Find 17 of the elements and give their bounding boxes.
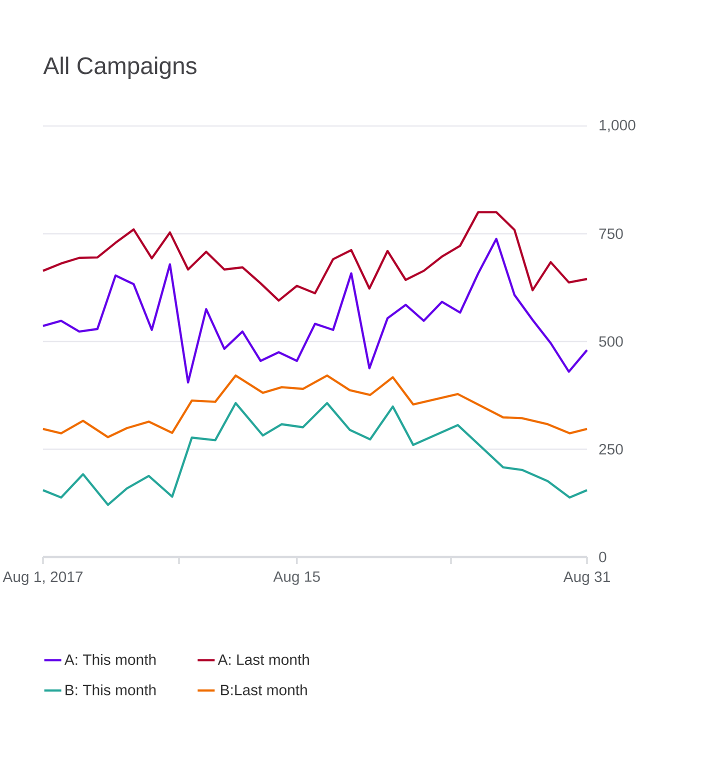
- y-tick-label: 250: [599, 444, 623, 455]
- y-tick-label: 500: [599, 336, 623, 347]
- line-series: [42, 374, 588, 438]
- x-tick-label: Aug 1, 2017: [2, 572, 83, 586]
- legend-label: A: Last month: [218, 654, 309, 665]
- y-tick-label: 0: [599, 552, 606, 562]
- x-tick-label: Aug 31: [563, 572, 610, 586]
- line-series: [42, 211, 588, 302]
- line-series: [42, 402, 588, 506]
- legend-label: A: This month: [64, 654, 156, 665]
- y-tick-label: 750: [599, 228, 623, 240]
- y-tick-label: 1,000: [600, 120, 636, 132]
- legend-label: B:Last month: [221, 684, 307, 696]
- x-tick-label: Aug 15: [273, 572, 320, 585]
- legend-label: B: This month: [66, 684, 156, 696]
- line-series: [42, 238, 588, 384]
- chart-title: All Campaigns: [43, 56, 196, 79]
